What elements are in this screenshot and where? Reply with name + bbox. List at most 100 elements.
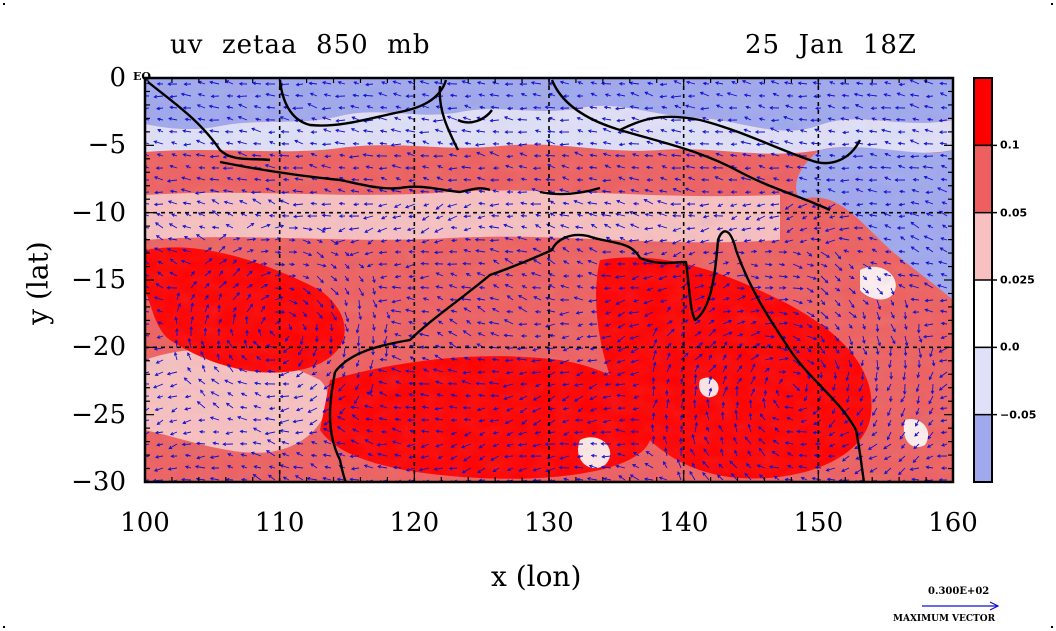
wind-vector-head [603,477,607,481]
wind-vector-head [856,249,861,254]
wind-vector-head [694,421,699,426]
wind-vector [311,441,318,445]
wind-vector-head [405,238,410,243]
wind-vector-head [658,476,663,480]
wind-vector [422,239,430,243]
wind-vector-head [785,356,789,361]
wind-vector-head [616,164,621,169]
wind-vector [758,438,766,445]
wind-vector [916,383,920,392]
wind-vector-head [333,277,338,282]
wind-vector-head [351,177,355,182]
wind-vector [311,202,318,205]
wind-vector-head [218,292,223,297]
wind-vector-head [180,188,185,192]
wind-vector-head [896,154,901,159]
wind-vector-head [863,351,868,356]
wind-vector [420,275,430,279]
wind-vector [588,359,598,362]
wind-vector-head [329,339,333,344]
wind-vector-head [915,411,920,416]
wind-vector [588,272,598,277]
wind-vector-head [533,142,538,146]
wind-vector [155,371,164,376]
wind-vector [170,258,178,265]
wind-vector-head [407,116,412,120]
wind-vector [521,419,528,425]
wind-vector [727,92,738,97]
wind-vector-head [380,176,385,181]
wind-vector-head [721,401,726,406]
wind-vector-head [320,279,324,284]
wind-vector [394,203,402,208]
wind-vector-head [334,94,339,99]
wind-vector-head [447,381,452,386]
wind-vector [421,263,430,265]
wind-vector [666,329,675,337]
wind-vector [715,82,724,85]
wind-vector [461,380,472,385]
wind-vector [744,116,752,121]
wind-vector-head [463,457,468,462]
wind-vector [792,371,801,375]
wind-vector-head [477,469,481,474]
wind-vector [196,140,206,145]
wind-vector [280,464,290,469]
wind-vector-head [238,247,243,251]
wind-vector [629,211,640,217]
wind-vector-head [903,315,908,320]
wind-vector [210,477,220,481]
wind-vector-head [156,82,161,86]
wind-vector [716,104,724,109]
wind-vector [587,478,598,481]
wind-vector-head [577,129,582,133]
wind-vector-head [464,394,469,398]
wind-vector-head [741,286,745,291]
wind-vector [394,406,402,409]
y-tick-label: −30 [71,467,126,497]
wind-vector-head [815,189,820,193]
wind-vector-head [867,188,872,192]
wind-vector [786,227,794,233]
wind-vector [688,214,696,217]
wind-vector-head [759,413,764,418]
wind-vector-head [168,445,173,450]
wind-vector-head [632,451,637,456]
wind-vector-head [292,202,297,207]
wind-vector [154,95,164,98]
wind-vector [477,81,486,85]
wind-vector [883,443,892,450]
wind-vector [489,151,500,157]
wind-vector [559,214,570,217]
wind-vector-head [897,141,902,146]
wind-vector [239,130,248,133]
wind-vector [562,335,570,339]
wind-vector [448,107,458,110]
wind-vector-head [745,463,750,467]
wind-vector [657,200,668,205]
wind-vector-head [226,339,231,344]
wind-vector [330,287,339,295]
wind-vector-head [850,304,855,309]
wind-vector [366,429,374,433]
wind-vector [157,271,164,277]
wind-vector [576,478,584,481]
wind-vector-head [205,304,209,308]
wind-vector [578,407,584,412]
wind-vector [367,239,374,245]
wind-vector [832,407,836,414]
wind-vector-head [700,295,705,299]
wind-vector-head [836,302,841,307]
wind-vector-head [532,347,537,352]
wind-vector-head [769,286,774,290]
wind-vector-head [616,372,621,376]
wind-vector-head [174,339,179,344]
wind-vector-head [169,105,174,110]
wind-vector [463,116,472,121]
wind-vector [288,323,292,330]
wind-vector-head [644,106,648,111]
wind-vector [218,281,227,289]
wind-vector-head [155,283,160,287]
wind-vector [631,347,640,353]
wind-vector [520,152,528,157]
